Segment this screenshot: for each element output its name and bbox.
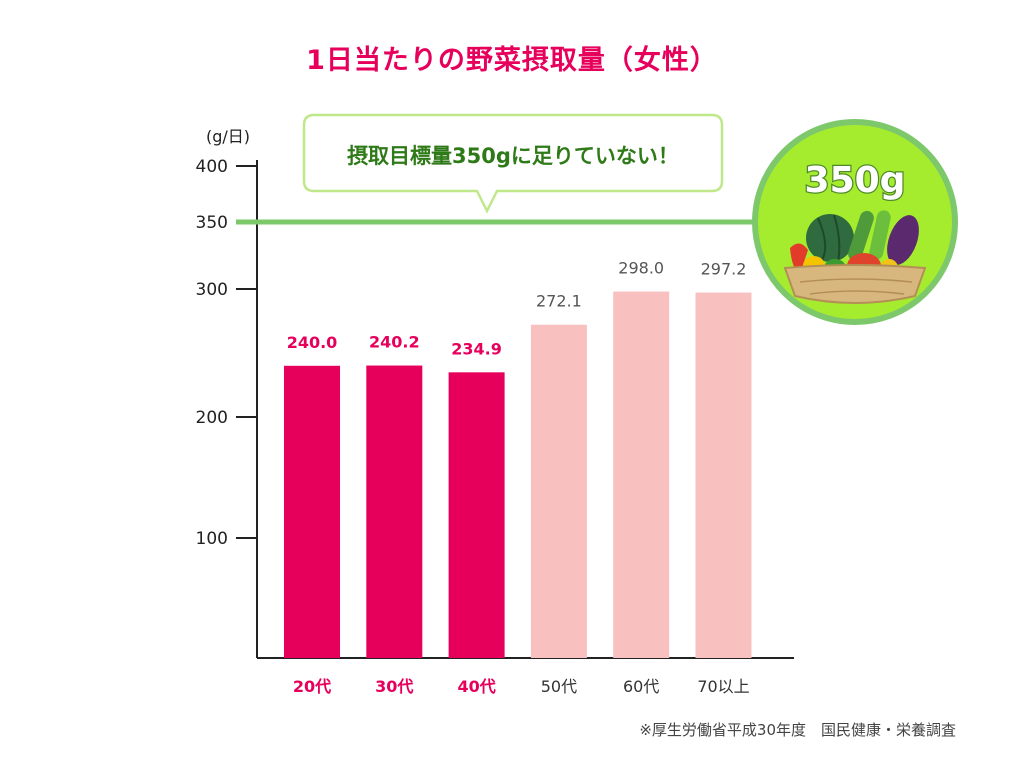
target-badge: 350g: [752, 119, 958, 325]
bar-value-label: 297.2: [701, 260, 747, 279]
badge-label: 350g: [805, 160, 906, 201]
bar: [613, 291, 670, 658]
bar-value-label: 240.0: [287, 333, 338, 352]
bar: [284, 365, 340, 658]
callout-shape: [302, 113, 724, 214]
y-tick-label: 400: [196, 157, 228, 177]
callout-bubble: 摂取目標量350gに足りていない！: [302, 113, 724, 214]
bar: [530, 324, 587, 658]
vegetable-basket-icon: [783, 210, 927, 304]
chart-title: 1日当たりの野菜摂取量（女性）: [306, 45, 718, 76]
y-ticks: 100 200 300 350 400: [196, 157, 257, 549]
bar-value-label: 272.1: [536, 292, 582, 311]
pumpkin-ribs: [817, 214, 841, 263]
x-tick-label: 70以上: [697, 677, 749, 696]
y-tick-label: 200: [196, 408, 228, 428]
bar: [695, 292, 752, 658]
x-tick-label: 50代: [541, 677, 577, 696]
basket-icon: [783, 264, 927, 304]
x-tick-label: 20代: [293, 677, 331, 696]
pumpkin-icon: [806, 214, 854, 262]
okra-icon: [869, 210, 891, 260]
cucumber-icon: [848, 210, 874, 262]
bar: [448, 372, 505, 658]
y-tick-label: 100: [196, 529, 228, 549]
bar-value-label: 298.0: [618, 259, 664, 278]
bar-value-label: 234.9: [451, 339, 502, 358]
callout-text: 摂取目標量350gに足りていない！: [347, 144, 679, 168]
bar-value-label: 240.2: [369, 333, 420, 352]
x-tick-label: 40代: [457, 677, 495, 696]
x-tick-label: 30代: [375, 677, 413, 696]
basket-weave: [799, 278, 913, 295]
bar: [366, 365, 423, 658]
source-note: ※厚生労働省平成30年度 国民健康・栄養調査: [639, 721, 956, 739]
y-tick-label: 300: [196, 280, 228, 300]
bars: 240.0 20代 240.2 30代 234.9 40代 272.1 50代 298.0 60代…: [284, 259, 752, 696]
x-tick-label: 60代: [623, 677, 659, 696]
y-axis-unit: (g/日): [206, 127, 250, 146]
eggplant-icon: [887, 215, 919, 265]
y-tick-label: 350: [196, 213, 228, 233]
